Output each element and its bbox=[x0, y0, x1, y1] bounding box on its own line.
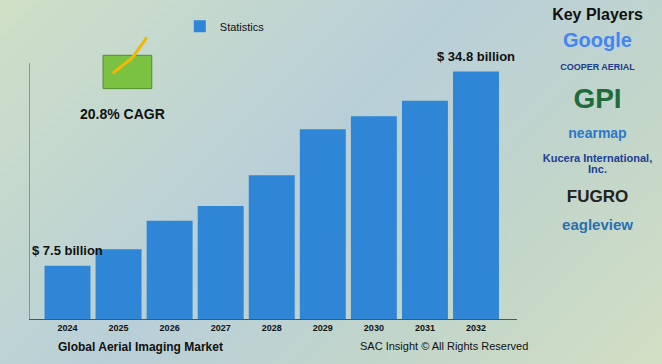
svg-text:2025: 2025 bbox=[109, 323, 129, 333]
html-text:COOPER AERIAL: COOPER AERIAL bbox=[560, 62, 635, 72]
html-text:Kucera International, Inc.: Kucera International, Inc. bbox=[542, 151, 653, 176]
html-text:Key Players: Key Players bbox=[552, 6, 643, 23]
html-text:SAC Insight © All Rights Reser: SAC Insight © All Rights Reserved bbox=[360, 340, 529, 352]
svg-text:2030: 2030 bbox=[364, 323, 384, 333]
svg-text:2028: 2028 bbox=[262, 323, 282, 333]
svg-text:20.8% CAGR: 20.8% CAGR bbox=[80, 106, 165, 122]
svg-text:2027: 2027 bbox=[211, 323, 231, 333]
svg-text:2032: 2032 bbox=[466, 323, 486, 333]
svg-text:$ 7.5 billion: $ 7.5 billion bbox=[32, 243, 103, 258]
svg-text:2029: 2029 bbox=[313, 323, 333, 333]
html-text:Global Aerial Imaging Market: Global Aerial Imaging Market bbox=[58, 340, 223, 354]
svg-text:2024: 2024 bbox=[57, 323, 77, 333]
html-text:FUGRO: FUGRO bbox=[566, 186, 629, 206]
html-text:Google: Google bbox=[563, 29, 632, 51]
html-text:GPI: GPI bbox=[573, 83, 622, 115]
html-text:eagleview: eagleview bbox=[562, 216, 633, 234]
svg-text:2026: 2026 bbox=[160, 323, 180, 333]
svg-text:Statistics: Statistics bbox=[220, 21, 265, 33]
svg-text:$ 34.8 billion: $ 34.8 billion bbox=[437, 49, 515, 64]
html-text:nearmap: nearmap bbox=[568, 124, 627, 141]
svg-text:2031: 2031 bbox=[415, 323, 435, 333]
